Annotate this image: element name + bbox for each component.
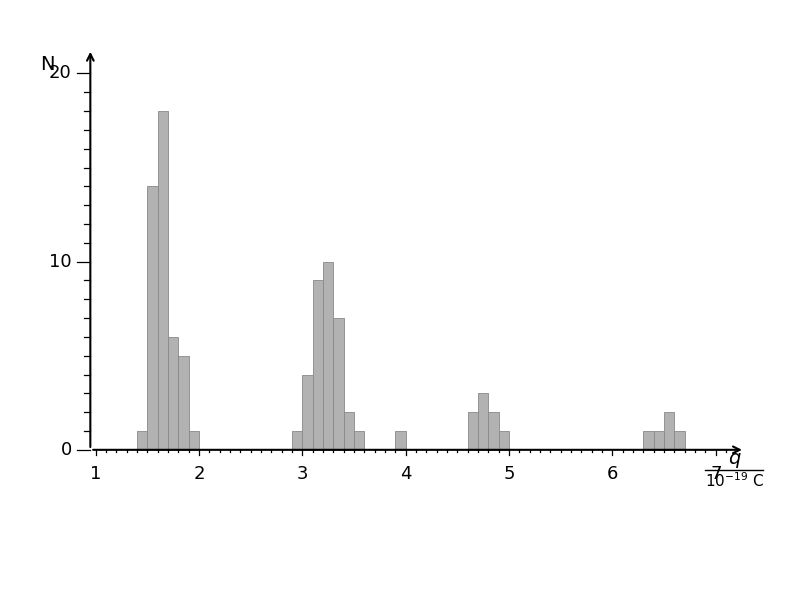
Bar <box>323 262 334 450</box>
Text: 1: 1 <box>90 465 101 483</box>
Bar <box>488 412 498 450</box>
Text: 6: 6 <box>606 465 618 483</box>
Bar <box>468 412 478 450</box>
Text: 5: 5 <box>503 465 514 483</box>
Text: 3: 3 <box>297 465 308 483</box>
Bar <box>302 374 313 450</box>
Text: 20: 20 <box>49 64 72 82</box>
Bar <box>354 431 364 450</box>
Text: 10: 10 <box>49 253 72 271</box>
Bar <box>654 431 664 450</box>
Bar <box>664 412 674 450</box>
Bar <box>643 431 654 450</box>
Text: 7: 7 <box>710 465 722 483</box>
Bar <box>395 431 406 450</box>
Bar <box>674 431 685 450</box>
Bar <box>178 356 189 450</box>
Text: 4: 4 <box>400 465 411 483</box>
Bar <box>137 431 147 450</box>
Bar <box>189 431 199 450</box>
Text: 2: 2 <box>193 465 205 483</box>
Bar <box>158 111 168 450</box>
Bar <box>334 318 344 450</box>
Bar <box>344 412 354 450</box>
Bar <box>292 431 302 450</box>
Bar <box>498 431 509 450</box>
Text: $q$: $q$ <box>728 451 742 470</box>
Bar <box>147 187 158 450</box>
Bar <box>313 281 323 450</box>
Bar <box>478 393 488 450</box>
Bar <box>168 337 178 450</box>
Text: N: N <box>40 55 54 73</box>
Text: 0: 0 <box>61 441 72 459</box>
Text: $10^{-19}\ \mathrm{C}$: $10^{-19}\ \mathrm{C}$ <box>705 471 764 490</box>
